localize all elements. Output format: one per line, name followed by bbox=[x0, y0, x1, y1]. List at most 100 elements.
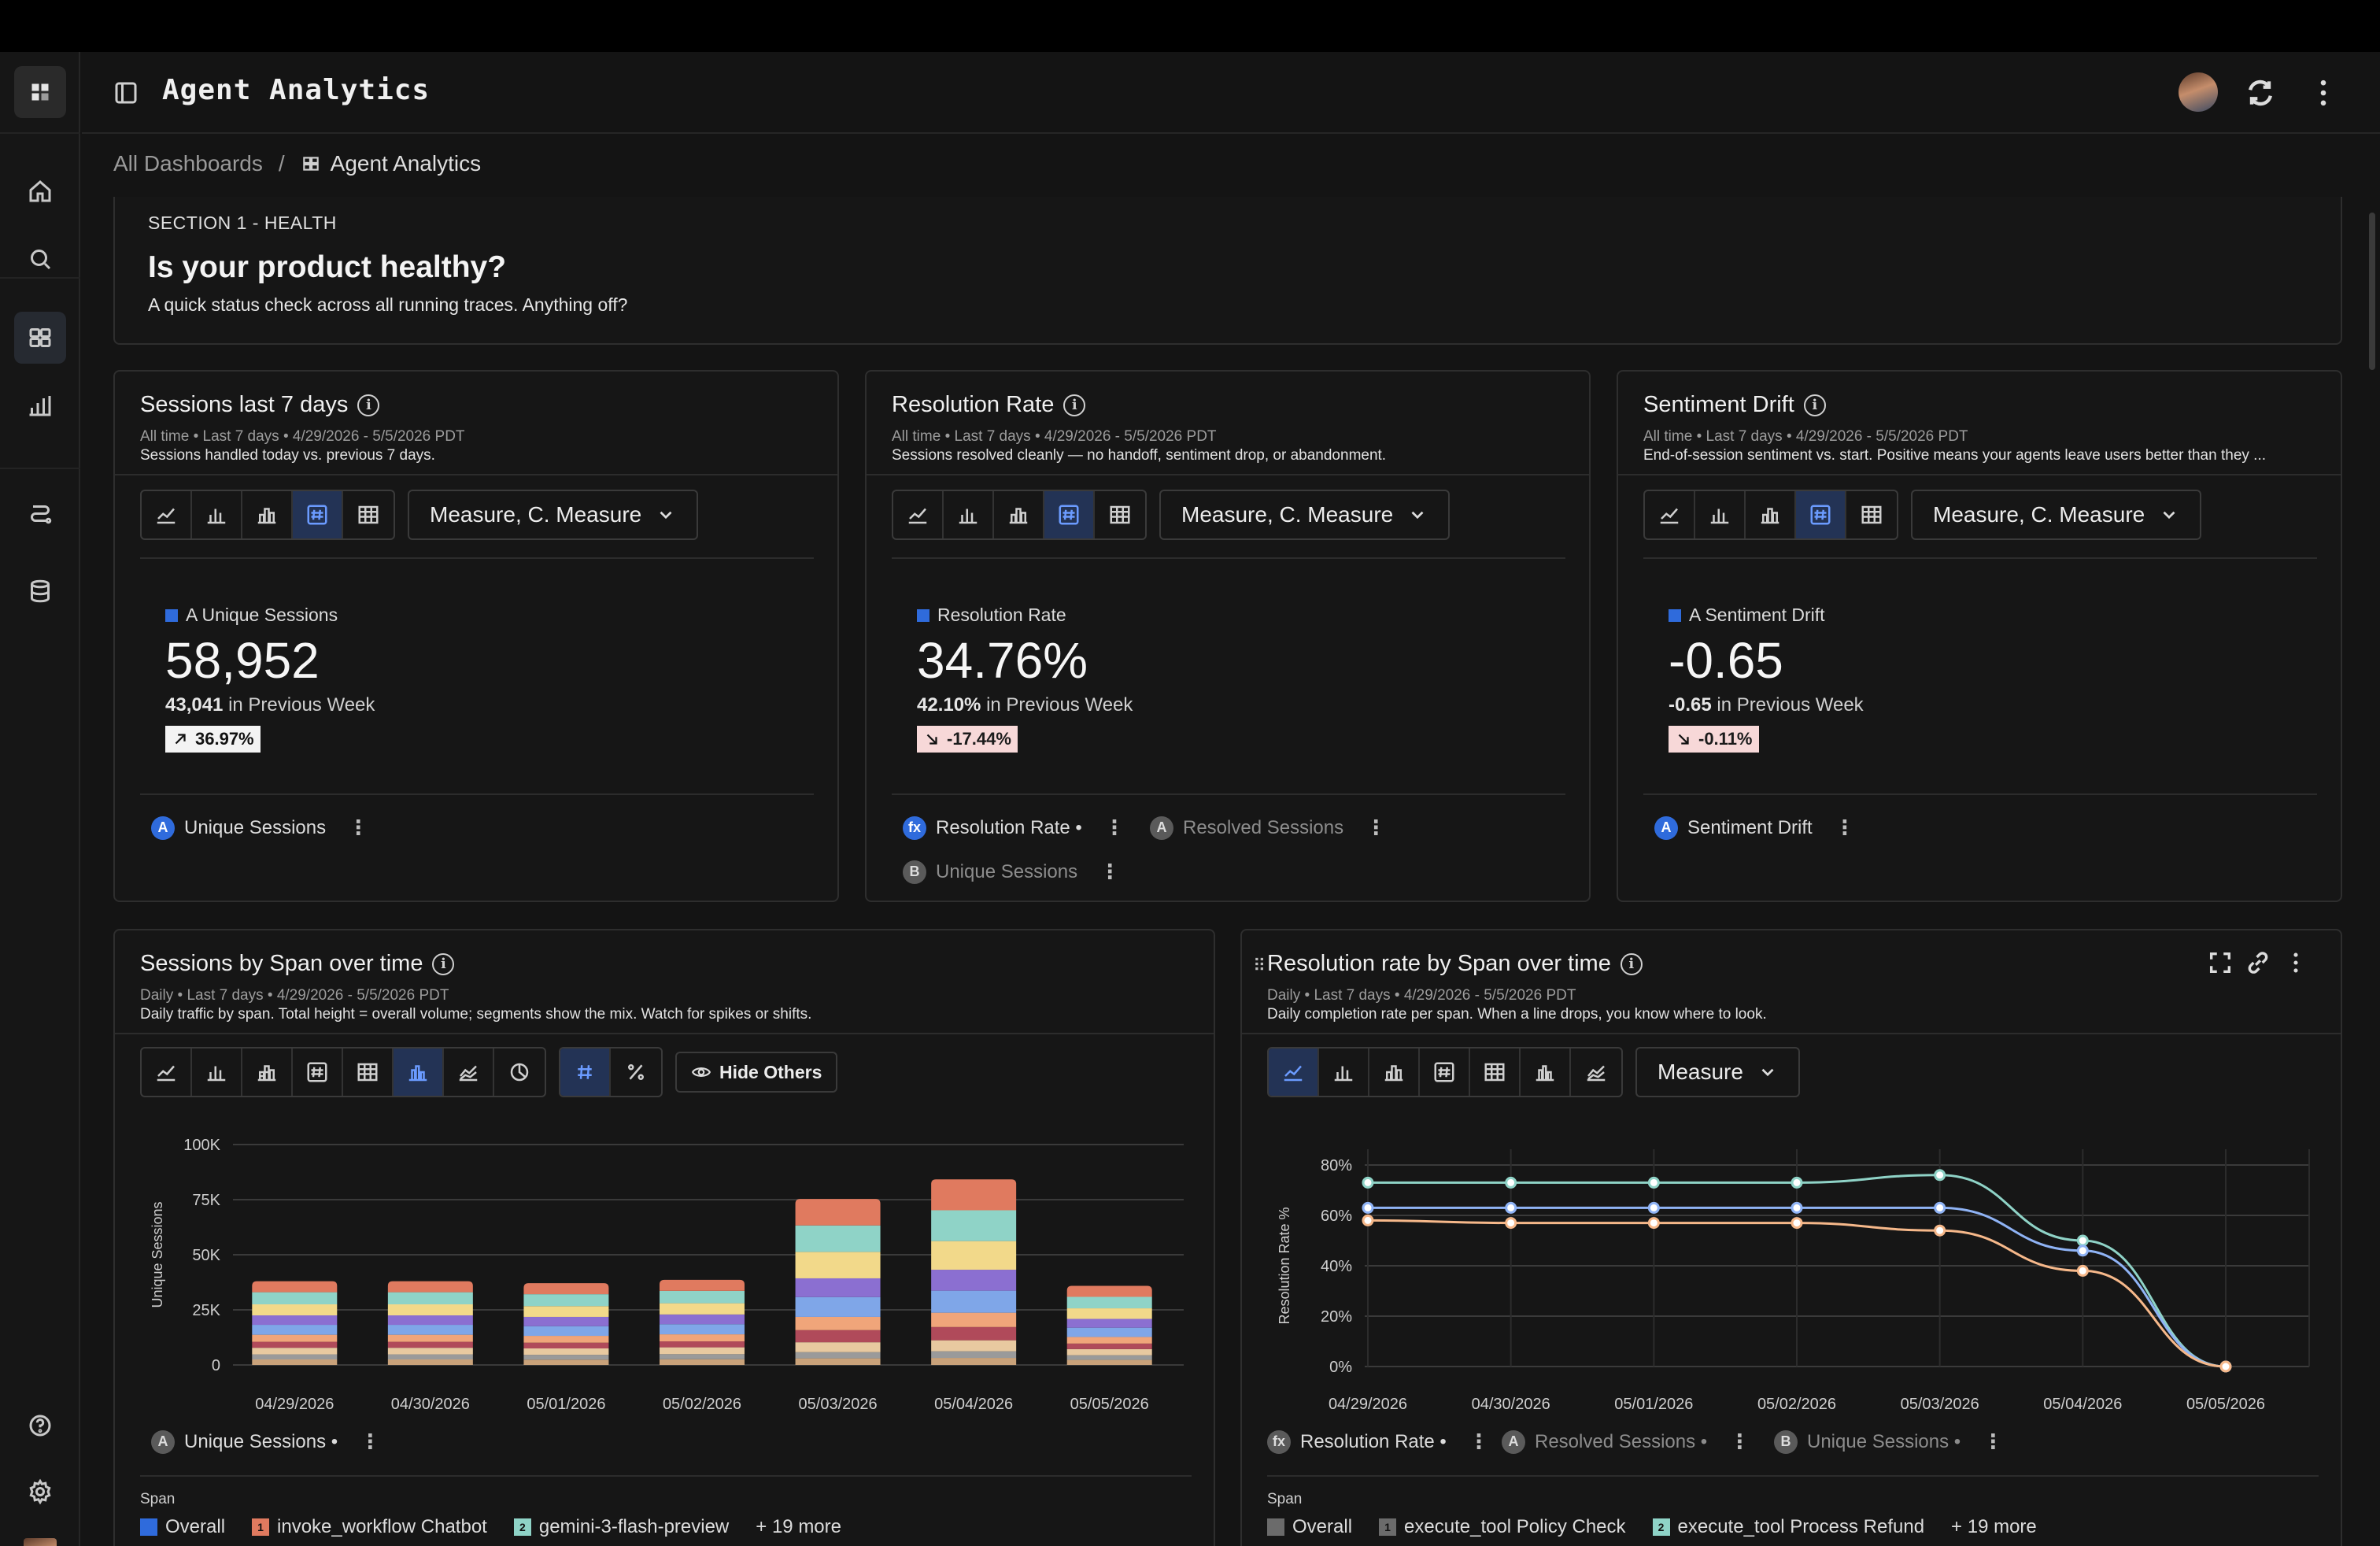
data-point[interactable] bbox=[1934, 1224, 1946, 1237]
bar-segment[interactable] bbox=[931, 1179, 1017, 1211]
bar-segment[interactable] bbox=[660, 1324, 745, 1335]
bar-segment[interactable] bbox=[252, 1304, 338, 1315]
area-chart-icon[interactable] bbox=[1571, 1049, 1621, 1096]
metric-menu-icon[interactable]: ⋮ bbox=[1099, 860, 1120, 883]
metric-legend-item[interactable]: fx Resolution Rate • ⋮ bbox=[903, 816, 1125, 840]
series-menu-icon[interactable]: ⋮ bbox=[360, 1429, 380, 1453]
table-icon[interactable] bbox=[1095, 491, 1145, 538]
bar-segment[interactable] bbox=[387, 1281, 473, 1293]
bar-segment[interactable] bbox=[387, 1292, 473, 1304]
user-avatar[interactable] bbox=[2179, 72, 2218, 112]
info-icon[interactable]: i bbox=[1803, 394, 1826, 416]
span-legend-item[interactable]: 1 invoke_workflow Chatbot bbox=[252, 1516, 487, 1538]
home-icon[interactable] bbox=[14, 165, 66, 217]
bar-segment[interactable] bbox=[252, 1341, 338, 1348]
pie-chart-icon[interactable] bbox=[494, 1049, 545, 1096]
bar-segment[interactable] bbox=[931, 1358, 1017, 1365]
bar-segment[interactable] bbox=[523, 1348, 609, 1356]
bar-segment[interactable] bbox=[931, 1270, 1017, 1291]
expand-icon[interactable] bbox=[2207, 949, 2234, 976]
number-icon[interactable] bbox=[1796, 491, 1846, 538]
grouped-bar-icon[interactable] bbox=[1521, 1049, 1571, 1096]
bar-segment[interactable] bbox=[252, 1325, 338, 1335]
bar-segment[interactable] bbox=[523, 1336, 609, 1343]
bar-segment[interactable] bbox=[660, 1303, 745, 1315]
info-icon[interactable]: i bbox=[1063, 394, 1086, 416]
bar-segment[interactable] bbox=[660, 1290, 745, 1304]
info-icon[interactable]: i bbox=[1620, 952, 1643, 975]
more-options-icon[interactable] bbox=[2306, 76, 2341, 110]
line-chart-icon[interactable] bbox=[893, 491, 944, 538]
bar-segment[interactable] bbox=[523, 1355, 609, 1360]
page-scrollbar[interactable] bbox=[2369, 213, 2375, 370]
data-point[interactable] bbox=[2076, 1234, 2089, 1247]
bar-segment[interactable] bbox=[523, 1342, 609, 1348]
help-icon[interactable] bbox=[14, 1400, 66, 1452]
metric-legend-item[interactable]: A Unique Sessions ⋮ bbox=[151, 816, 368, 840]
bar-segment[interactable] bbox=[387, 1325, 473, 1335]
span-legend-item[interactable]: Overall bbox=[1267, 1516, 1352, 1538]
bar-segment[interactable] bbox=[387, 1348, 473, 1355]
data-point[interactable] bbox=[2076, 1245, 2089, 1257]
bar-chart-icon[interactable] bbox=[944, 491, 994, 538]
data-point[interactable] bbox=[1505, 1176, 1517, 1189]
bar-segment[interactable] bbox=[931, 1351, 1017, 1359]
bar-segment[interactable] bbox=[523, 1359, 609, 1365]
bar-chart-icon[interactable] bbox=[192, 1049, 242, 1096]
bar-segment[interactable] bbox=[252, 1281, 338, 1293]
bar-segment[interactable] bbox=[795, 1278, 881, 1297]
line-chart-icon[interactable] bbox=[142, 491, 192, 538]
bar-segment[interactable] bbox=[931, 1241, 1017, 1270]
search-icon[interactable] bbox=[14, 233, 66, 285]
bar-segment[interactable] bbox=[1066, 1308, 1152, 1319]
data-point[interactable] bbox=[1647, 1217, 1660, 1230]
line-chart-icon[interactable] bbox=[142, 1049, 192, 1096]
measure-dropdown[interactable]: Measure, C. Measure bbox=[408, 490, 699, 540]
bar-segment[interactable] bbox=[660, 1279, 745, 1291]
bar-segment[interactable] bbox=[795, 1199, 881, 1226]
bar-segment[interactable] bbox=[1066, 1359, 1152, 1365]
line-chart-icon[interactable] bbox=[1645, 491, 1695, 538]
stacked-bar-icon[interactable] bbox=[1369, 1049, 1420, 1096]
bar-segment[interactable] bbox=[660, 1334, 745, 1342]
info-icon[interactable]: i bbox=[432, 952, 455, 975]
series-legend-item[interactable]: fx Resolution Rate • ⋮ bbox=[1267, 1429, 1489, 1454]
series-legend-item[interactable]: A Resolved Sessions • ⋮ bbox=[1502, 1429, 1750, 1454]
settings-icon[interactable] bbox=[14, 1466, 66, 1518]
bar-segment[interactable] bbox=[387, 1359, 473, 1365]
bar-segment[interactable] bbox=[387, 1315, 473, 1326]
bar-segment[interactable] bbox=[1066, 1285, 1152, 1297]
data-point[interactable] bbox=[1791, 1201, 1803, 1214]
series-menu-icon[interactable]: ⋮ bbox=[1729, 1429, 1750, 1453]
drag-handle-icon[interactable]: ⠿ bbox=[1253, 956, 1266, 975]
span-legend-more[interactable]: + 19 more bbox=[756, 1516, 841, 1537]
breadcrumb-root[interactable]: All Dashboards bbox=[113, 151, 263, 176]
bar-segment[interactable] bbox=[1066, 1327, 1152, 1337]
data-point[interactable] bbox=[1647, 1176, 1660, 1189]
bar-segment[interactable] bbox=[1066, 1355, 1152, 1360]
bar-segment[interactable] bbox=[1066, 1343, 1152, 1349]
link-icon[interactable] bbox=[2245, 949, 2271, 976]
bar-chart-icon[interactable] bbox=[192, 491, 242, 538]
measure-dropdown[interactable]: Measure, C. Measure bbox=[1159, 490, 1451, 540]
database-icon[interactable] bbox=[14, 565, 66, 617]
metric-menu-icon[interactable]: ⋮ bbox=[1103, 816, 1125, 839]
bar-segment[interactable] bbox=[795, 1358, 881, 1365]
more-options-icon[interactable] bbox=[2282, 949, 2309, 976]
series-label[interactable]: Unique Sessions • bbox=[184, 1430, 338, 1452]
measure-dropdown[interactable]: Measure, C. Measure bbox=[1911, 490, 2202, 540]
data-point[interactable] bbox=[1505, 1217, 1517, 1230]
bar-segment[interactable] bbox=[931, 1210, 1017, 1241]
table-icon[interactable] bbox=[1846, 491, 1897, 538]
bar-segment[interactable] bbox=[795, 1316, 881, 1330]
table-icon[interactable] bbox=[1470, 1049, 1521, 1096]
hide-others-button[interactable]: Hide Others bbox=[675, 1052, 838, 1093]
stacked-bar-icon[interactable] bbox=[994, 491, 1044, 538]
metric-menu-icon[interactable]: ⋮ bbox=[1834, 816, 1855, 839]
metric-menu-icon[interactable]: ⋮ bbox=[1366, 816, 1386, 839]
grouped-bar-icon[interactable] bbox=[394, 1049, 444, 1096]
bar-segment[interactable] bbox=[523, 1326, 609, 1337]
bar-segment[interactable] bbox=[660, 1314, 745, 1325]
bar-segment[interactable] bbox=[252, 1354, 338, 1359]
bar-segment[interactable] bbox=[1066, 1337, 1152, 1344]
